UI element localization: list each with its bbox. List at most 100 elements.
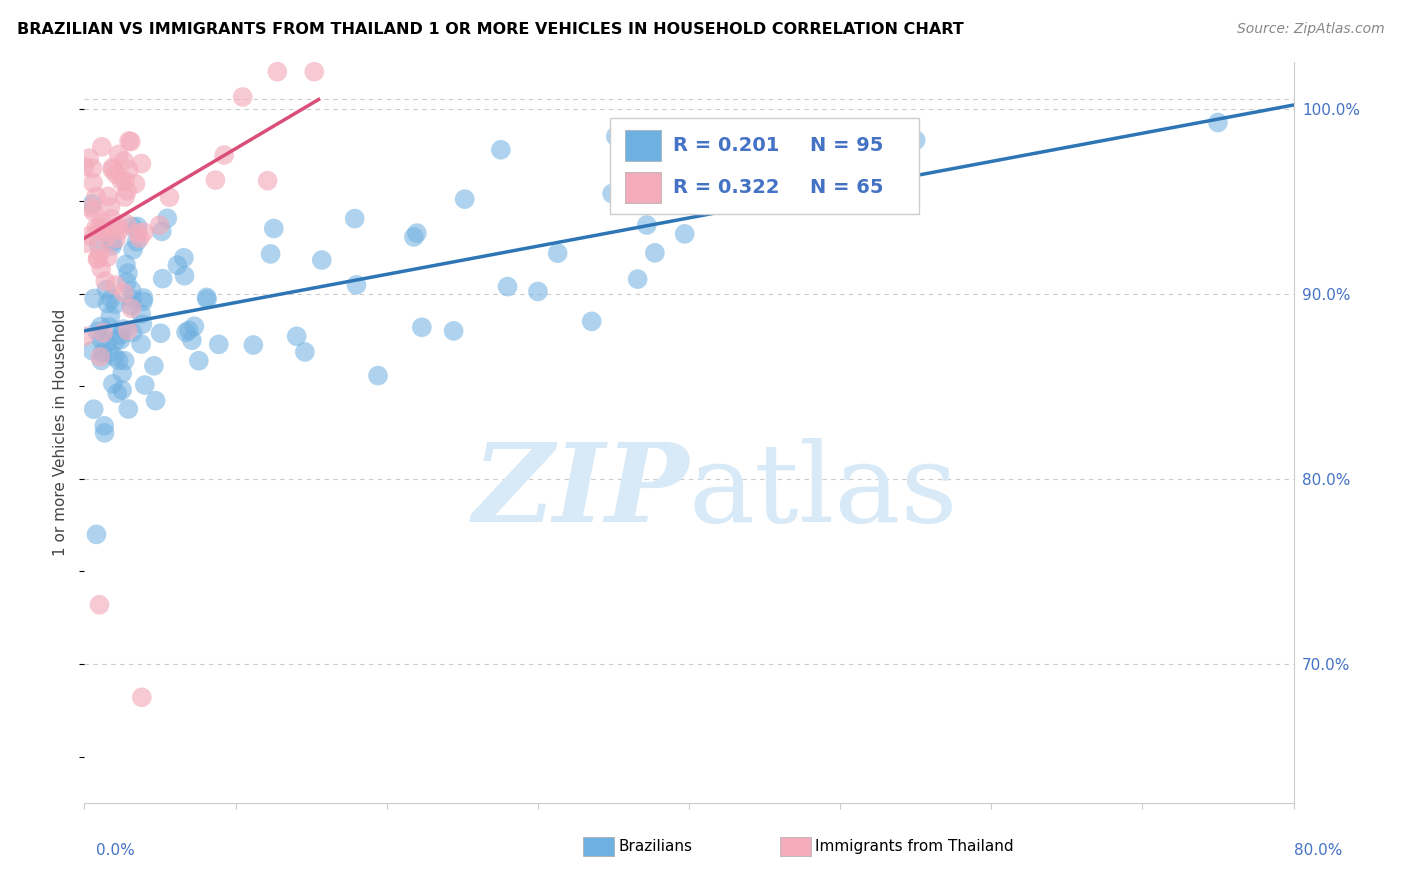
Point xyxy=(406,226,429,240)
Point xyxy=(104,278,127,293)
Point xyxy=(367,368,389,383)
Point xyxy=(195,292,218,306)
Point xyxy=(110,328,132,343)
Point xyxy=(108,223,131,237)
Point xyxy=(208,337,231,351)
Point xyxy=(105,232,128,246)
Point xyxy=(104,334,127,348)
Point xyxy=(77,151,100,165)
Point xyxy=(112,285,135,300)
Point xyxy=(120,135,142,149)
Point xyxy=(174,326,197,340)
Point xyxy=(142,359,165,373)
Point xyxy=(173,251,195,265)
Point xyxy=(411,320,433,334)
Point xyxy=(177,323,200,337)
Point xyxy=(86,252,108,267)
Point xyxy=(117,266,139,280)
Point xyxy=(132,291,155,305)
Point xyxy=(89,221,111,235)
Point xyxy=(1206,115,1229,129)
Point xyxy=(266,64,288,78)
Point xyxy=(86,325,108,339)
Point xyxy=(79,228,101,243)
Bar xyxy=(624,172,661,202)
Point xyxy=(90,216,112,230)
Point xyxy=(100,211,122,226)
Point xyxy=(82,176,104,190)
Point xyxy=(115,275,138,289)
Point xyxy=(263,221,285,235)
Point xyxy=(110,174,132,188)
Point xyxy=(304,64,326,78)
Point xyxy=(121,284,143,298)
Point xyxy=(496,279,519,293)
Point xyxy=(311,253,333,268)
Point xyxy=(131,317,153,331)
Point xyxy=(129,307,152,321)
Point xyxy=(118,134,141,148)
Point xyxy=(173,268,195,283)
Point xyxy=(84,220,107,235)
Point xyxy=(91,326,114,340)
Point xyxy=(97,250,120,264)
Point xyxy=(157,190,180,204)
Text: Brazilians: Brazilians xyxy=(619,839,693,854)
Point xyxy=(101,239,124,253)
Point xyxy=(152,271,174,285)
Point xyxy=(87,251,110,265)
Point xyxy=(96,283,118,297)
Point xyxy=(294,345,316,359)
Point xyxy=(111,383,134,397)
Point xyxy=(256,174,278,188)
Point xyxy=(605,129,627,144)
Point xyxy=(101,161,124,175)
Point xyxy=(343,211,366,226)
Point xyxy=(114,353,136,368)
Point xyxy=(93,418,115,433)
Point xyxy=(83,292,105,306)
Point xyxy=(232,90,254,104)
Point xyxy=(101,376,124,391)
Point xyxy=(91,346,114,360)
Point xyxy=(156,211,179,226)
Point xyxy=(600,186,623,201)
Point xyxy=(89,350,111,364)
Bar xyxy=(624,130,661,161)
Point xyxy=(112,153,135,168)
Point xyxy=(402,230,425,244)
Y-axis label: 1 or more Vehicles in Household: 1 or more Vehicles in Household xyxy=(53,309,69,557)
Point xyxy=(80,197,103,211)
Point xyxy=(259,247,281,261)
Point xyxy=(117,323,139,337)
Point xyxy=(149,219,172,233)
Point xyxy=(673,227,696,241)
Point xyxy=(86,527,108,541)
Point xyxy=(90,261,112,276)
Point xyxy=(111,366,134,380)
Text: R = 0.322: R = 0.322 xyxy=(673,178,780,197)
Point xyxy=(128,231,150,245)
Point xyxy=(183,319,205,334)
Point xyxy=(118,162,141,177)
Point xyxy=(121,292,143,306)
Point xyxy=(90,319,112,334)
Point xyxy=(94,274,117,288)
FancyBboxPatch shape xyxy=(610,118,918,214)
Point xyxy=(443,324,465,338)
Point xyxy=(101,162,124,177)
Text: Source: ZipAtlas.com: Source: ZipAtlas.com xyxy=(1237,22,1385,37)
Point xyxy=(346,277,368,292)
Point xyxy=(96,296,118,310)
Point xyxy=(527,285,550,299)
Point xyxy=(212,148,235,162)
Point xyxy=(131,690,153,705)
Point xyxy=(636,218,658,232)
Point xyxy=(115,184,138,198)
Point xyxy=(125,235,148,249)
Point xyxy=(90,333,112,347)
Point xyxy=(242,338,264,352)
Point xyxy=(114,174,136,188)
Text: 0.0%: 0.0% xyxy=(96,843,135,858)
Point xyxy=(124,177,146,191)
